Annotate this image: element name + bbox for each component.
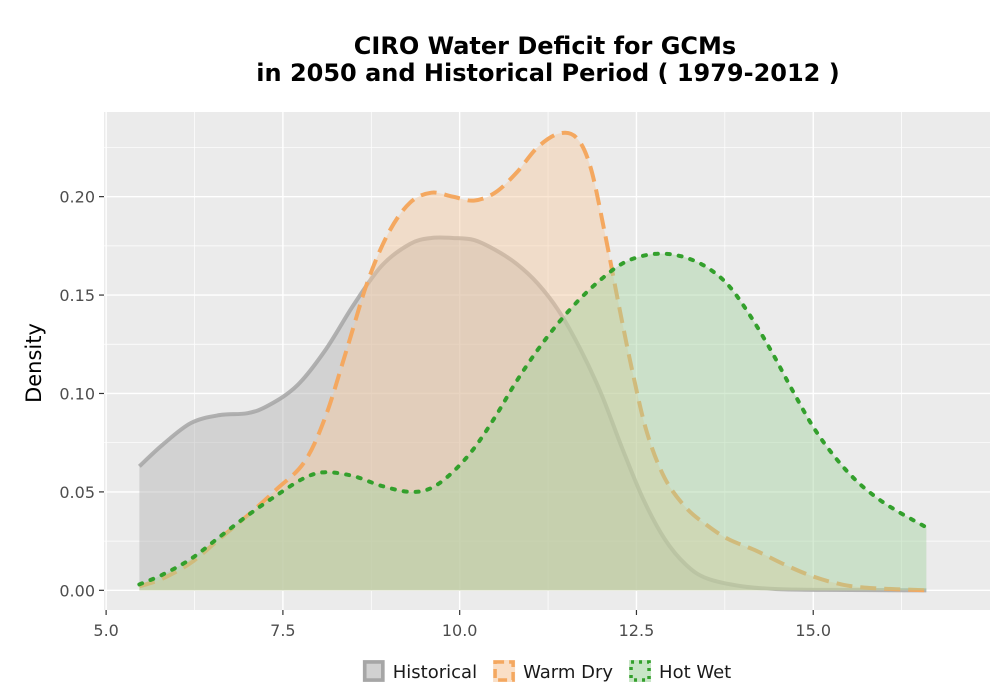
series-area-0 xyxy=(139,237,927,591)
series-area-1 xyxy=(139,132,927,591)
chart-title-line-1: CIRO Water Deficit for GCMs xyxy=(354,32,736,60)
x-tick-label: 15.0 xyxy=(795,621,831,640)
legend-key-fill-1 xyxy=(493,660,516,682)
chart-title-line-2: in 2050 and Historical Period ( 1979-201… xyxy=(256,59,839,87)
x-tick-label: 10.0 xyxy=(442,621,478,640)
legend-key-fill-0 xyxy=(362,660,385,682)
legend-label-2: Hot Wet xyxy=(659,662,731,683)
x-tick-label: 7.5 xyxy=(270,621,295,640)
y-tick-label: 0.10 xyxy=(59,384,95,403)
y-tick-label: 0.20 xyxy=(59,188,95,207)
series-line-1 xyxy=(138,130,927,593)
series-line-2 xyxy=(137,251,929,587)
legend-key-fill-2 xyxy=(629,660,652,682)
legend-label-0: Historical xyxy=(393,662,477,683)
series-area-2 xyxy=(139,253,927,591)
y-tick-label: 0.05 xyxy=(59,483,95,502)
legend-key-border-0 xyxy=(363,660,385,682)
x-tick-label: 5.0 xyxy=(93,621,118,640)
axes: 5.0 7.5 10.0 12.5 15.0 0.00 0.05 0.10 0.15 0.20 xyxy=(59,188,831,640)
x-tick-label: 12.5 xyxy=(619,621,655,640)
y-tick-label: 0.00 xyxy=(59,581,95,600)
legend-key-border-2 xyxy=(629,660,651,682)
legend-label-1: Warm Dry xyxy=(523,662,613,683)
y-axis-title: Density xyxy=(22,323,46,403)
y-tick-label: 0.15 xyxy=(59,286,95,305)
legend-key-border-1 xyxy=(493,660,515,682)
grid-lines xyxy=(104,112,990,610)
density-series xyxy=(137,130,929,593)
series-line-0 xyxy=(137,235,927,593)
legend: Historical Warm Dry Hot Wet xyxy=(362,660,731,683)
plot-panel xyxy=(104,112,990,610)
